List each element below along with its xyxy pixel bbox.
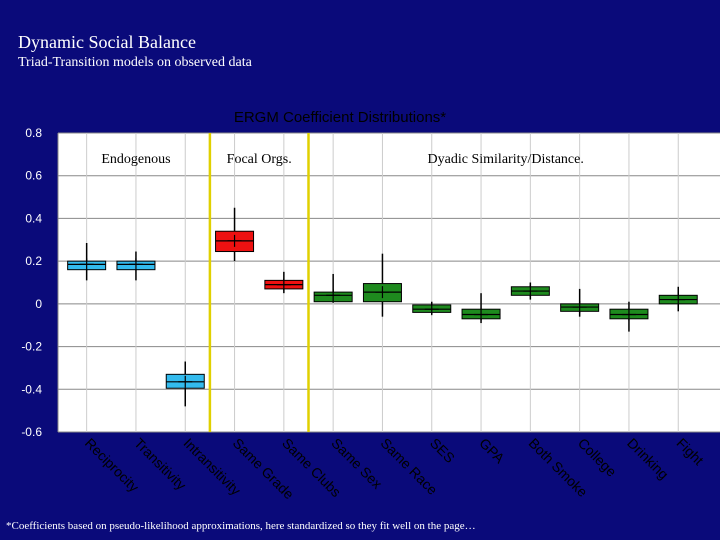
plot-area xyxy=(58,133,720,432)
box-same-sex xyxy=(313,273,353,303)
box-intransitivity xyxy=(165,361,205,407)
footnote: *Coefficients based on pseudo-likelihood… xyxy=(6,520,476,532)
y-tick-label: 0.4 xyxy=(25,211,42,225)
box-ses xyxy=(412,301,452,316)
box-same-grade xyxy=(215,207,255,262)
y-tick-label: 0.8 xyxy=(25,126,42,140)
box-reciprocity xyxy=(67,242,107,281)
x-tick-label: Drinking xyxy=(624,435,672,483)
group-label: Focal Orgs. xyxy=(227,152,292,167)
box-same-clubs xyxy=(264,271,304,294)
box-college xyxy=(560,288,600,317)
slide-subtitle: Triad-Transition models on observed data xyxy=(18,55,252,70)
y-tick-label: 0.6 xyxy=(25,169,42,183)
y-tick-label: -0.2 xyxy=(21,340,42,354)
slide-title: Dynamic Social Balance xyxy=(18,32,196,52)
x-tick-label: SES xyxy=(427,435,458,466)
x-tick-label: GPA xyxy=(476,435,508,467)
box-fight xyxy=(658,286,698,312)
y-tick-label: -0.4 xyxy=(21,382,42,396)
group-label: Dyadic Similarity/Distance. xyxy=(428,152,584,167)
y-tick-label: 0 xyxy=(35,297,42,311)
group-label: Endogenous xyxy=(101,152,170,167)
box-gpa xyxy=(461,293,501,324)
box-same-race xyxy=(362,253,402,317)
box-drinking xyxy=(609,301,649,332)
x-tick-label: Fight xyxy=(673,435,706,468)
chart-title: ERGM Coefficient Distributions* xyxy=(234,109,446,126)
y-tick-label: -0.6 xyxy=(21,425,42,439)
box-transitivity xyxy=(116,251,156,281)
box-both-smoke xyxy=(510,282,550,300)
x-tick-label: College xyxy=(575,435,620,480)
y-tick-label: 0.2 xyxy=(25,254,42,268)
